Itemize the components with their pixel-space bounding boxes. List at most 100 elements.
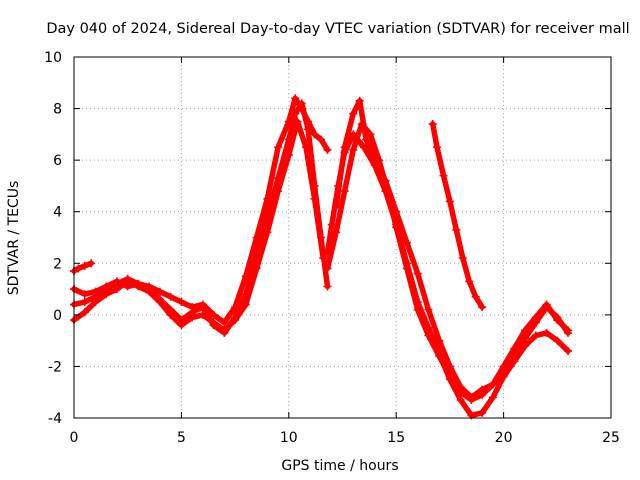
data-point (74, 264, 83, 273)
data-point (112, 285, 121, 294)
data-point (323, 282, 332, 291)
x-tick-label: 10 (280, 430, 298, 446)
data-point (274, 187, 283, 196)
data-point (362, 135, 371, 144)
data-point (319, 254, 328, 263)
data-point (310, 130, 319, 139)
data-point (310, 194, 319, 203)
data-point (252, 264, 261, 273)
data-point (340, 187, 349, 196)
data-point (499, 370, 508, 379)
data-point (332, 228, 341, 237)
data-point (349, 109, 358, 118)
data-point (134, 282, 143, 291)
data-point (102, 290, 111, 299)
data-point (177, 321, 186, 330)
data-point (467, 393, 476, 402)
data-point (488, 393, 497, 402)
x-tick-label: 20 (495, 430, 513, 446)
x-tick-label: 0 (70, 430, 79, 446)
series-track-g (333, 98, 571, 401)
data-point (301, 143, 310, 152)
data-point (80, 261, 89, 270)
data-point (452, 225, 461, 234)
y-tick-label: 6 (53, 153, 62, 169)
series-track-d (71, 260, 94, 274)
data-point (445, 362, 454, 371)
data-point (458, 254, 467, 263)
plot-frame (73, 56, 612, 419)
y-tick-label: 2 (53, 256, 62, 272)
data-point (293, 117, 302, 126)
data-point (80, 290, 89, 299)
data-point (413, 269, 422, 278)
data-point (166, 292, 175, 301)
data-point (478, 303, 487, 312)
series-group (70, 94, 573, 420)
data-point (327, 220, 336, 229)
data-point (439, 171, 448, 180)
data-point (166, 310, 175, 319)
data-point (349, 145, 358, 154)
data-point (392, 207, 401, 216)
data-point (488, 380, 497, 389)
data-point (402, 264, 411, 273)
data-point (471, 292, 480, 301)
data-point (531, 318, 540, 327)
data-point (542, 328, 551, 337)
data-point (424, 305, 433, 314)
data-point (435, 352, 444, 361)
x-tick-label: 5 (177, 430, 186, 446)
data-point (510, 352, 519, 361)
data-point (263, 228, 272, 237)
data-point (145, 287, 154, 296)
data-point (80, 297, 89, 306)
y-tick-label: -2 (48, 359, 62, 375)
data-point (564, 346, 573, 355)
data-point (274, 143, 283, 152)
data-point (521, 334, 530, 343)
x-tick-label: 15 (387, 430, 405, 446)
data-point (231, 316, 240, 325)
data-point (445, 197, 454, 206)
data-point (542, 303, 551, 312)
data-point (241, 300, 250, 309)
data-point (317, 135, 326, 144)
data-point (553, 336, 562, 345)
y-tick-label: 4 (53, 205, 62, 221)
data-point (284, 150, 293, 159)
data-point (553, 313, 562, 322)
data-point (198, 303, 207, 312)
data-point (209, 310, 218, 319)
y-tick-label: -4 (48, 411, 62, 427)
data-point (291, 109, 300, 118)
data-point (381, 176, 390, 185)
data-point (220, 326, 229, 335)
data-point (87, 259, 96, 268)
y-tick-label: 0 (53, 308, 62, 324)
ticks: 0 5 10 15 20 25 -4 -2 0 2 4 6 8 10 (44, 50, 620, 446)
data-point (332, 202, 341, 211)
y-axis-label: SDTVAR / TECUs (6, 181, 22, 296)
data-point (435, 336, 444, 345)
data-point (370, 156, 379, 165)
data-point (355, 96, 364, 105)
y-tick-label: 8 (53, 102, 62, 118)
data-point (424, 331, 433, 340)
data-point (198, 310, 207, 319)
data-point (220, 318, 229, 327)
data-point (91, 297, 100, 306)
data-point (323, 145, 332, 154)
data-point (188, 313, 197, 322)
data-point (123, 277, 132, 286)
data-point (456, 383, 465, 392)
data-point (456, 395, 465, 404)
data-point (155, 287, 164, 296)
data-point (155, 297, 164, 306)
data-point (478, 408, 487, 417)
chart-title: Day 040 of 2024, Sidereal Day-to-day VTE… (46, 21, 629, 37)
data-point (209, 318, 218, 327)
data-point (80, 308, 89, 317)
data-point (323, 264, 332, 273)
